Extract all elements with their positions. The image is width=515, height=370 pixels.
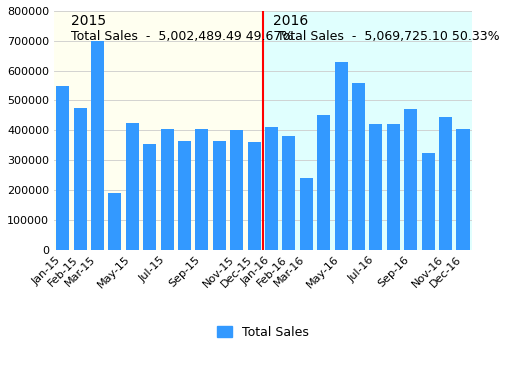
- Bar: [422, 153, 435, 250]
- Text: 2015: 2015: [72, 14, 107, 28]
- Bar: [263, 11, 472, 250]
- Bar: [195, 129, 209, 250]
- Bar: [56, 85, 69, 250]
- Bar: [230, 130, 243, 250]
- Bar: [126, 123, 139, 250]
- Bar: [352, 83, 365, 250]
- Bar: [91, 41, 104, 250]
- Bar: [74, 108, 87, 250]
- Bar: [439, 117, 452, 250]
- Bar: [108, 193, 122, 250]
- Bar: [282, 136, 296, 250]
- Bar: [387, 124, 400, 250]
- Bar: [143, 144, 156, 250]
- Text: Total Sales  -  5,002,489.49 49.67%: Total Sales - 5,002,489.49 49.67%: [72, 30, 294, 43]
- Legend: Total Sales: Total Sales: [212, 321, 314, 344]
- Text: 2016: 2016: [273, 14, 308, 28]
- Text: Total Sales  -  5,069,725.10 50.33%: Total Sales - 5,069,725.10 50.33%: [277, 30, 500, 43]
- Bar: [265, 127, 278, 250]
- Bar: [456, 129, 470, 250]
- Bar: [404, 110, 417, 250]
- Bar: [213, 141, 226, 250]
- Bar: [54, 11, 263, 250]
- Bar: [369, 124, 383, 250]
- Bar: [300, 178, 313, 250]
- Bar: [178, 141, 191, 250]
- Bar: [248, 142, 261, 250]
- Bar: [335, 62, 348, 250]
- Bar: [317, 115, 330, 250]
- Bar: [161, 129, 174, 250]
